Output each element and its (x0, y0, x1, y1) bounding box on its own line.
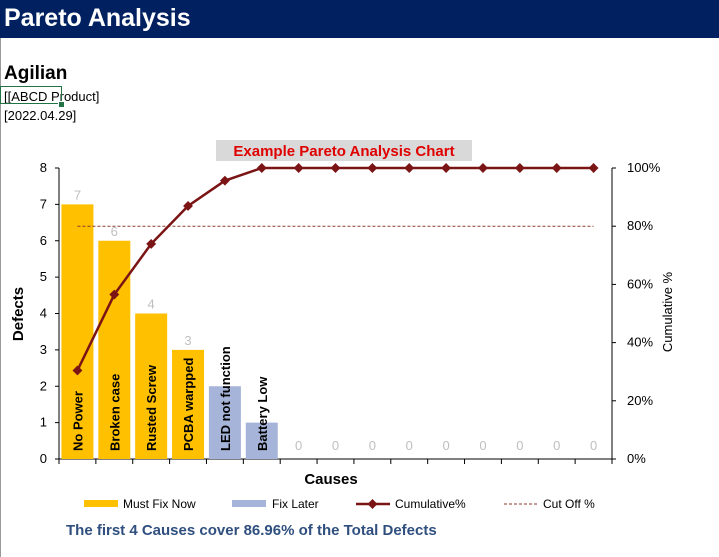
cell-selection-box[interactable] (0, 86, 62, 104)
bar-4 (172, 349, 205, 459)
cumulative-marker (478, 163, 488, 173)
legend-must-fix-swatch (84, 500, 118, 507)
y-tick-label: 1 (40, 415, 47, 430)
value-label: 0 (332, 438, 339, 453)
cumulative-marker (146, 238, 157, 249)
y-tick-label: 0 (40, 451, 47, 466)
legend: Must Fix Now Fix Later Cumulative% Cut O… (84, 497, 595, 511)
bar-5 (208, 386, 241, 459)
value-label: 4 (148, 297, 155, 312)
cumulative-marker (514, 163, 525, 173)
y2-tick-label: 80% (627, 218, 653, 233)
cumulative-marker (367, 163, 378, 173)
value-label: 0 (442, 438, 449, 453)
bar-2 (98, 240, 131, 459)
cumulative-marker (219, 175, 230, 186)
y-tick-label: 6 (40, 233, 47, 248)
category-label: Rusted Screw (144, 364, 159, 451)
legend-cumulative-marker (367, 499, 378, 509)
legend-cumulative-label: Cumulative% (395, 497, 466, 511)
value-label: 0 (479, 438, 486, 453)
value-label: 0 (590, 438, 597, 453)
cumulative-marker (330, 163, 341, 173)
value-label: 0 (516, 438, 523, 453)
sheet-left-border (0, 38, 1, 557)
cell-fill-handle[interactable] (58, 101, 65, 108)
chart-title-background (216, 140, 472, 161)
y-tick-label: 8 (40, 160, 47, 175)
legend-fix-later-label: Fix Later (272, 497, 319, 511)
y-tick-label: 7 (40, 196, 47, 211)
category-label: Broken case (107, 374, 122, 451)
company-name: Agilian (4, 63, 68, 84)
value-label: 0 (369, 438, 376, 453)
cumulative-marker (404, 163, 415, 173)
value-label: 3 (184, 333, 191, 348)
cumulative-marker (588, 163, 599, 173)
category-label: LED not function (218, 346, 233, 451)
cumulative-marker (441, 163, 452, 173)
y-tick-label: 4 (40, 306, 47, 321)
cumulative-series (72, 163, 599, 376)
category-label: PCBA warpped (181, 358, 196, 451)
legend-fix-later-swatch (232, 500, 266, 507)
legend-must-fix-label: Must Fix Now (123, 497, 196, 511)
cumulative-marker (183, 200, 193, 211)
x-axis-title: Causes (304, 471, 357, 488)
y-axis-title: Defects (10, 287, 27, 341)
cumulative-marker (256, 163, 267, 173)
report-date: [2022.04.29] (4, 108, 77, 123)
bar-6 (245, 422, 278, 459)
category-label: No Power (70, 391, 85, 451)
y2-tick-label: 100% (627, 160, 661, 175)
bar-1 (61, 204, 94, 459)
y2-tick-label: 40% (627, 335, 653, 350)
y2-tick-label: 0% (627, 451, 646, 466)
summary-text: The first 4 Causes cover 86.96% of the T… (66, 522, 437, 539)
y2-tick-label: 60% (627, 276, 653, 291)
y-tick-label: 5 (40, 269, 47, 284)
value-label: 0 (295, 438, 302, 453)
page-title: Pareto Analysis (0, 0, 719, 38)
product-name: [[ABCD Product] (4, 89, 100, 104)
chart-title: Example Pareto Analysis Chart (233, 143, 454, 160)
bar-3 (135, 313, 168, 459)
cumulative-marker (551, 163, 562, 173)
y-tick-label: 3 (40, 342, 47, 357)
cumulative-marker (293, 163, 304, 173)
bar-series (61, 204, 278, 459)
y-tick-label: 2 (40, 378, 47, 393)
category-labels: No Power Broken case Rusted Screw PCBA warp… (70, 346, 269, 451)
y2-tick-label: 20% (627, 393, 653, 408)
category-label: Battery Low (255, 376, 270, 451)
value-label: 0 (553, 438, 560, 453)
value-label: 7 (74, 187, 81, 202)
value-labels: 7 6 4 3 0 0 0 0 0 0 0 0 0 (74, 187, 597, 453)
y2-axis-title: Cumulative % (660, 271, 675, 352)
legend-cutoff-label: Cut Off % (543, 497, 595, 511)
value-label: 6 (111, 224, 118, 239)
value-label: 0 (406, 438, 413, 453)
